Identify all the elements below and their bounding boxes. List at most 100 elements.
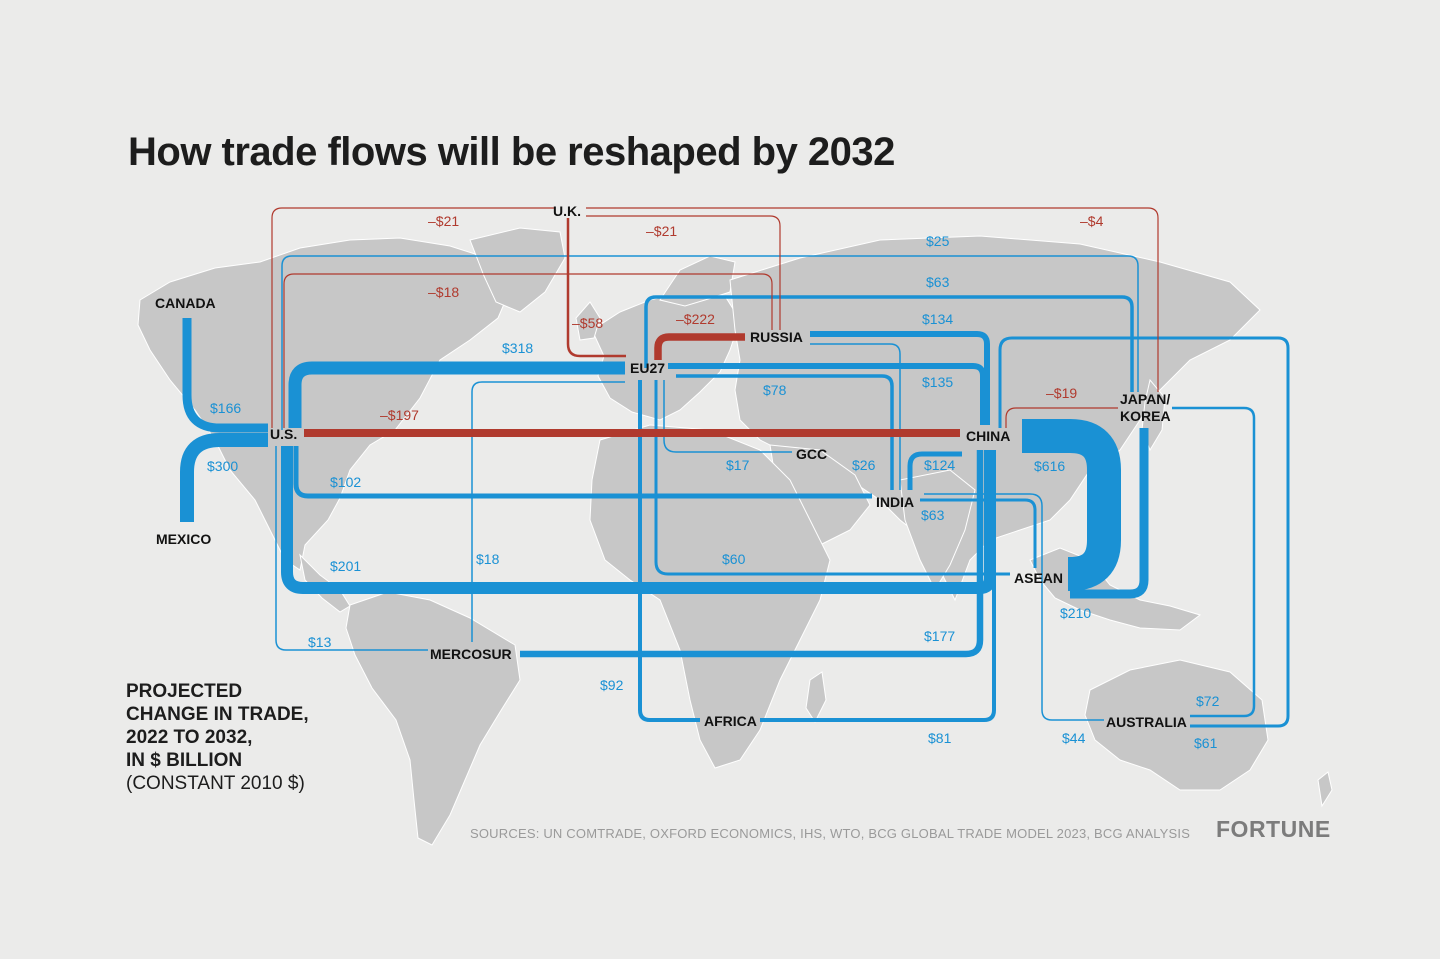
page-title: How trade flows will be reshaped by 2032 [128, 130, 895, 174]
value-india-asean: $63 [921, 507, 945, 523]
value-us-india: $102 [330, 474, 361, 490]
flow-us-eu [288, 361, 625, 428]
flow-russia-china [810, 331, 990, 425]
flow-china-japankorea-loop [998, 336, 1290, 728]
flow-china-asean-band [1022, 419, 1121, 591]
flow-us-russia [283, 273, 773, 428]
flow-us-asean [281, 446, 996, 594]
region-us: U.S. [270, 426, 297, 442]
region-japan-korea-1: JAPAN/ [1120, 391, 1170, 407]
region-russia: RUSSIA [750, 329, 803, 345]
flow-eu-mercosur [471, 381, 625, 642]
land-australia [1084, 659, 1269, 791]
value-eu-africa: $92 [600, 677, 624, 693]
flow-india-asean [920, 498, 1037, 568]
value-labels: –$21 –$21 –$4 –$58 –$18 –$222 –$197 –$19… [207, 213, 1220, 751]
legend-line-3: 2022 TO 2032, [126, 727, 253, 748]
flow-africa-china [760, 450, 996, 722]
region-australia: AUSTRALIA [1106, 714, 1187, 730]
flow-eu-china [668, 363, 986, 425]
region-india: INDIA [876, 494, 914, 510]
increase-flows [180, 255, 1290, 728]
region-china: CHINA [966, 428, 1010, 444]
region-canada: CANADA [155, 295, 216, 311]
flow-mercosur-china [520, 450, 984, 658]
value-russia-china: $134 [922, 311, 953, 327]
flow-uk-us [271, 207, 554, 428]
value-mexico-us: $300 [207, 458, 238, 474]
value-uk-russia: –$21 [646, 223, 677, 239]
value-us-mercosur: $13 [308, 634, 332, 650]
value-japankorea-australia: $72 [1196, 693, 1220, 709]
region-labels: CANADA U.S. MEXICO U.K. EU27 RUSSIA GCC … [155, 203, 1187, 730]
flow-canada-us [182, 318, 268, 433]
value-eu-india: $78 [763, 382, 787, 398]
value-eu-asean: $60 [722, 551, 746, 567]
value-china-australia: $61 [1194, 735, 1218, 751]
land-africa [589, 424, 831, 769]
flow-eu-asean [654, 380, 1010, 576]
region-eu27: EU27 [630, 360, 665, 376]
flow-mexico-us [180, 433, 268, 522]
region-mexico: MEXICO [156, 531, 211, 547]
flow-china-japankorea [1005, 407, 1118, 428]
value-us-china: –$197 [380, 407, 419, 423]
legend-line-2: CHANGE IN TRADE, [126, 704, 309, 725]
land-greenland [469, 227, 566, 313]
flow-japankorea-asean [1070, 428, 1149, 599]
value-eu-mercosur: $18 [476, 551, 500, 567]
value-russia-india: $26 [852, 457, 876, 473]
flow-us-mercosur [275, 446, 428, 651]
land-south-america [345, 591, 521, 846]
region-uk: U.K. [553, 203, 581, 219]
flow-uk-japankorea [586, 207, 1159, 392]
value-mercosur-china: $177 [924, 628, 955, 644]
value-china-japankorea: –$19 [1046, 385, 1077, 401]
value-china-asean: $616 [1034, 458, 1065, 474]
fortune-logo: FORTUNE [1216, 816, 1331, 842]
flow-eu-india [676, 374, 894, 490]
value-us-eu: $318 [502, 340, 533, 356]
legend-line-5: (CONSTANT 2010 $) [126, 773, 305, 794]
flow-us-india [293, 446, 872, 499]
flow-russia-india [810, 343, 901, 490]
value-us-japankorea: $25 [926, 233, 950, 249]
value-us-asean: $201 [330, 558, 361, 574]
value-uk-eu: –$58 [572, 315, 603, 331]
value-uk-us: –$21 [428, 213, 459, 229]
flow-japankorea-australia [1172, 406, 1256, 718]
value-india-china: $124 [924, 457, 955, 473]
region-gcc: GCC [796, 446, 827, 462]
region-japan-korea-2: KOREA [1120, 408, 1171, 424]
region-mercosur: MERCOSUR [430, 646, 512, 662]
flow-india-china [907, 451, 962, 490]
flow-india-australia [924, 493, 1104, 721]
legend-note: PROJECTED CHANGE IN TRADE, 2022 TO 2032,… [126, 680, 309, 795]
value-eu-gcc: $17 [726, 457, 750, 473]
land-scandinavia [659, 255, 736, 307]
value-africa-china: $81 [928, 730, 952, 746]
flow-eu-russia [654, 333, 745, 360]
legend-line-4: IN $ BILLION [126, 750, 243, 771]
value-eu-russia: –$222 [676, 311, 715, 327]
world-map-land [137, 227, 1333, 846]
flow-eu-japankorea [644, 295, 1134, 392]
legend-line-1: PROJECTED [126, 681, 243, 702]
land-uk [575, 301, 601, 341]
value-japankorea-asean: $210 [1060, 605, 1091, 621]
value-eu-japankorea: $63 [926, 274, 950, 290]
region-africa: AFRICA [704, 713, 757, 729]
land-new-zealand [1317, 771, 1333, 808]
sources-note: SOURCES: UN COMTRADE, OXFORD ECONOMICS, … [470, 826, 1191, 841]
value-canada-us: $166 [210, 400, 241, 416]
land-madagascar [805, 671, 827, 724]
value-eu-china: $135 [922, 374, 953, 390]
flow-us-japankorea [281, 255, 1139, 430]
value-us-russia: –$18 [428, 284, 459, 300]
value-india-australia: $44 [1062, 730, 1086, 746]
flow-uk-russia [586, 215, 781, 330]
flow-eu-africa [638, 380, 700, 722]
decrease-flows [271, 207, 1159, 437]
